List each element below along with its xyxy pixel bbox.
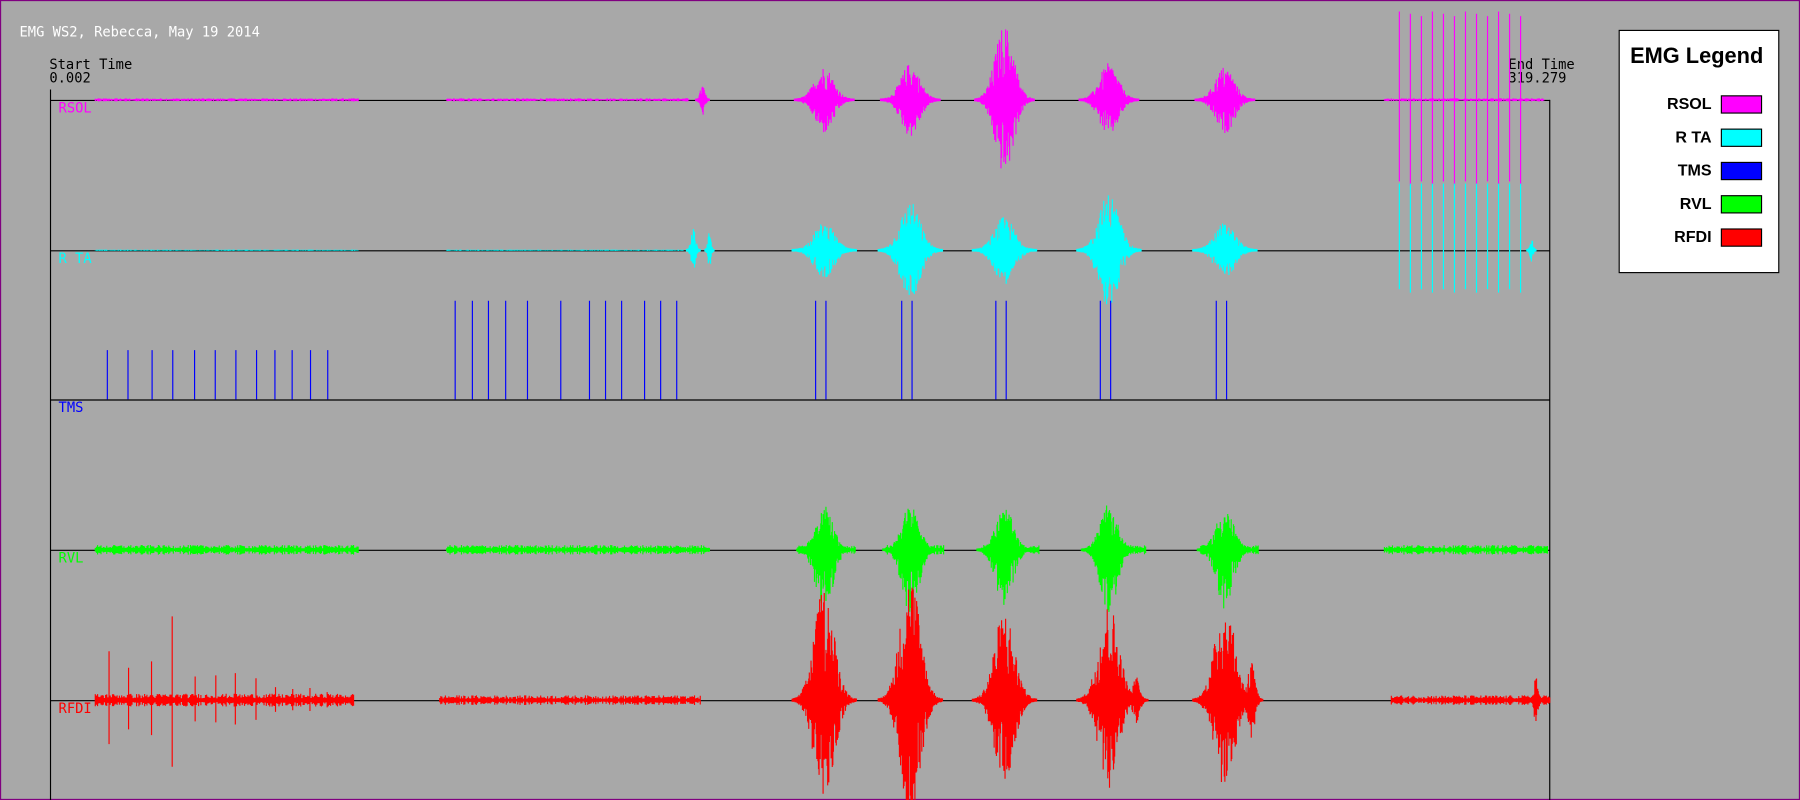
legend-label: RFDI — [1674, 228, 1711, 246]
legend-swatch — [1720, 228, 1763, 247]
legend-label: R TA — [1675, 128, 1712, 146]
legend-label: RVL — [1680, 195, 1712, 213]
legend-swatch — [1720, 95, 1763, 114]
channel-trace — [94, 183, 1537, 305]
legend-swatch — [1720, 161, 1763, 181]
start-time-label: Start Time — [49, 57, 132, 73]
legend-title: EMG Legend — [1630, 43, 1763, 68]
legend-label: RSOL — [1667, 95, 1712, 113]
legend-label: TMS — [1678, 162, 1712, 180]
legend-swatch — [1720, 128, 1763, 147]
channel-label: RFDI — [59, 701, 92, 717]
start-time-value: 0.002 — [49, 71, 90, 87]
legend: EMG Legend RSOL R TA TMS RVL RFDI — [1618, 29, 1780, 274]
channel-label: R TA — [59, 251, 93, 267]
channel-label: TMS — [59, 400, 84, 416]
channel-trace — [94, 505, 1549, 612]
channel-label: RSOL — [59, 100, 92, 116]
title: EMG WS2, Rebecca, May 19 2014 — [20, 25, 260, 41]
legend-swatch — [1720, 195, 1763, 214]
channel-label: RVL — [59, 550, 84, 566]
channel-trace — [94, 11, 1545, 186]
channel-trace — [106, 300, 1228, 400]
end-time-label: End Time — [1508, 57, 1574, 73]
traces: RSOL R TA TMS RVL RFDI — [50, 11, 1551, 800]
end-time-value: 319.279 — [1508, 71, 1566, 87]
channel-trace — [94, 587, 1551, 800]
